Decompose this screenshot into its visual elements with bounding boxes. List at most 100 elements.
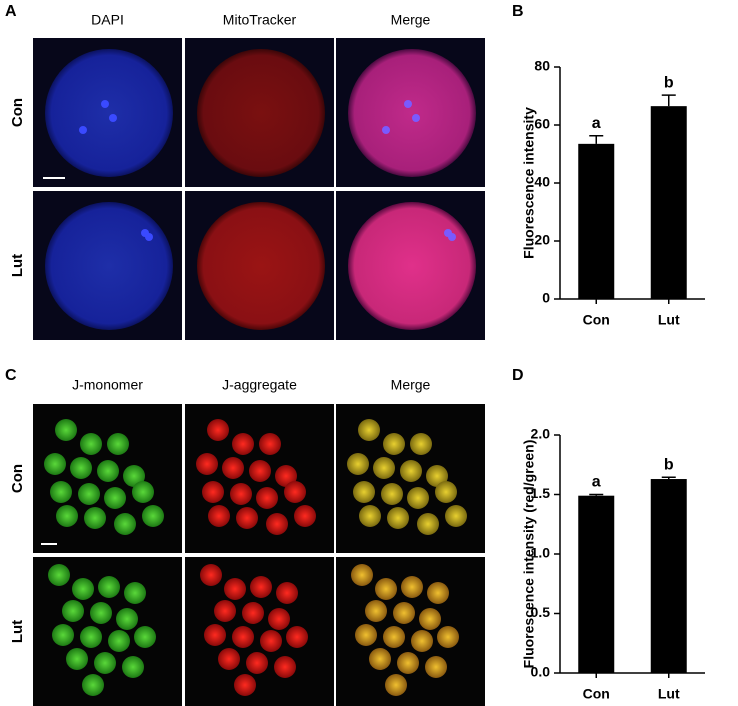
oocyte [348,49,476,177]
embryo [124,582,146,604]
nucleus [101,100,109,108]
bar [650,106,687,300]
embryo [72,578,94,600]
panel-label: B [512,3,524,20]
y-tick-label: 0.5 [531,604,551,620]
row-label: Lut [9,254,26,277]
embryo [425,656,447,678]
bar [578,495,615,673]
embryo [268,608,290,630]
embryo [78,483,100,505]
significance-letter: a [592,474,601,491]
embryo [94,652,116,674]
column-header: MitoTracker [223,12,297,28]
embryo [70,457,92,479]
x-tick-label: Lut [658,312,680,328]
embryo [122,656,144,678]
embryo [107,433,129,455]
column-header: Merge [391,12,431,28]
significance-letter: b [664,456,674,473]
y-tick-label: 1.5 [531,485,551,501]
column-header: J-aggregate [222,377,297,393]
error-bar [661,94,676,107]
embryo [142,505,164,527]
oocyte [197,49,325,177]
embryo [56,505,78,527]
oocyte [45,49,173,177]
nucleus [145,233,153,241]
bar [650,479,687,673]
embryo [259,433,281,455]
nucleus [448,233,456,241]
embryo [132,481,154,503]
embryo [407,487,429,509]
error-bar [589,493,604,496]
embryo [250,576,272,598]
embryo [50,481,72,503]
embryo [417,513,439,535]
nucleus [109,114,117,122]
embryo [242,602,264,624]
y-axis-label: Fluorescence intensity (red/green) [521,440,537,669]
embryo [62,600,84,622]
embryo [202,481,224,503]
embryo [232,626,254,648]
embryo [383,433,405,455]
significance-letter: a [592,115,601,132]
embryo [208,505,230,527]
nucleus [412,114,420,122]
embryo [437,626,459,648]
embryo [218,648,240,670]
embryo [286,626,308,648]
embryo [66,648,88,670]
embryo [274,656,296,678]
embryo [381,483,403,505]
embryo [108,630,130,652]
embryo [347,453,369,475]
embryo [114,513,136,535]
embryo [246,652,268,674]
oocyte [45,202,173,330]
embryo [410,433,432,455]
embryo [393,602,415,624]
embryo [82,674,104,696]
embryo [98,576,120,598]
bar [578,143,615,299]
embryo [196,453,218,475]
embryo [355,624,377,646]
panel-label: C [5,367,17,384]
y-tick-label: 2.0 [531,426,551,442]
embryo [116,608,138,630]
embryo [224,578,246,600]
embryo [351,564,373,586]
embryo [419,608,441,630]
embryo [276,582,298,604]
embryo [385,674,407,696]
embryo [84,507,106,529]
embryo [373,457,395,479]
embryo [427,582,449,604]
row-label: Con [9,98,26,127]
embryo [426,465,448,487]
embryo [236,507,258,529]
row-label: Con [9,464,26,493]
y-tick-label: 0 [542,290,550,306]
embryo [375,578,397,600]
embryo [249,460,271,482]
x-tick-label: Con [583,686,610,702]
embryo [294,505,316,527]
embryo [266,513,288,535]
embryo [214,600,236,622]
embryo [134,626,156,648]
embryo [400,460,422,482]
embryo [359,505,381,527]
y-tick-label: 80 [534,58,550,74]
y-tick-label: 40 [534,174,550,190]
embryo [123,465,145,487]
column-header: Merge [391,377,431,393]
embryo [207,419,229,441]
embryo [275,465,297,487]
embryo [44,453,66,475]
embryo [48,564,70,586]
column-header: J-monomer [72,377,143,393]
